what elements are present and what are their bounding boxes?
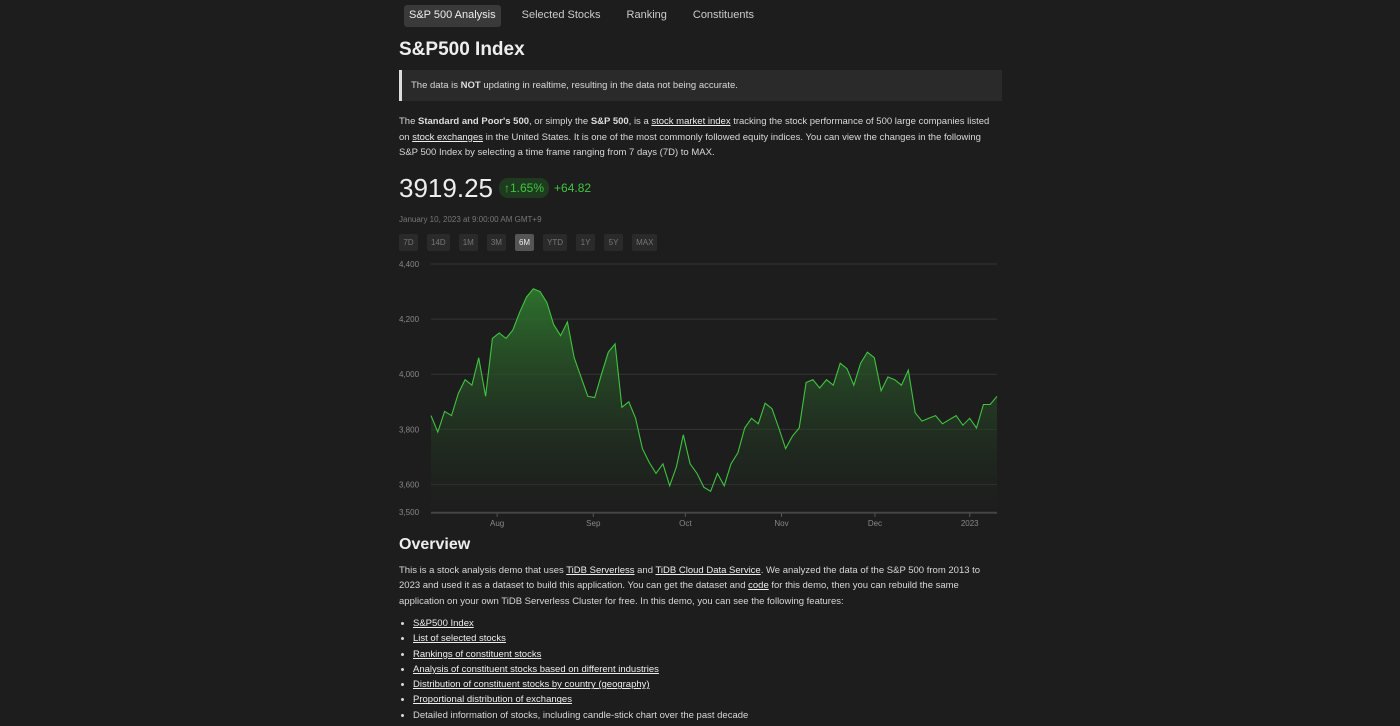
link[interactable]: TiDB Cloud Data Service bbox=[655, 564, 761, 576]
range-button[interactable]: 7D bbox=[399, 233, 418, 251]
nav-item[interactable]: S&P 500 Analysis bbox=[404, 5, 501, 27]
text: , or simply the bbox=[529, 116, 591, 127]
range-button[interactable]: 1Y bbox=[576, 233, 596, 251]
nav-item[interactable]: Ranking bbox=[626, 9, 667, 21]
features: S&P500 Index List of selected stocks Ranki… bbox=[399, 616, 1002, 723]
y-tick-label: 4,000 bbox=[399, 370, 420, 379]
x-tick-label: Nov bbox=[774, 519, 788, 528]
y-tick-label: 3,800 bbox=[399, 425, 420, 434]
link[interactable]: Distribution of constituent stocks by co… bbox=[413, 679, 650, 691]
range-button[interactable]: 5Y bbox=[604, 233, 624, 251]
y-tick-label: 4,400 bbox=[399, 260, 420, 269]
feature: S&P500 Index bbox=[413, 616, 1002, 631]
text: . We analyzed the data of the S&P 500 fr… bbox=[399, 564, 981, 592]
price-row: 3919.25 ↑1.65% +64.82 bbox=[399, 173, 1002, 204]
nav-item[interactable]: Constituents bbox=[692, 9, 755, 21]
link[interactable]: Proportional distribution of exchanges bbox=[413, 694, 572, 706]
area bbox=[431, 288, 997, 512]
text: Detailed information of stocks, includin… bbox=[413, 709, 749, 721]
feature: Rankings of constituent stocks bbox=[413, 647, 1002, 662]
link[interactable]: stock market index bbox=[651, 116, 731, 127]
feature: Analysis of constituent stocks based on … bbox=[413, 662, 1002, 677]
notice: The data is NOT updating in realtime, re… bbox=[399, 70, 1002, 101]
y-tick-label: 4,200 bbox=[399, 315, 420, 324]
nav: S&P 500 Analysis Selected Stocks Ranking Co… bbox=[404, 5, 1002, 27]
timestamp: January 10, 2023 at 9:00:00 AM GMT+9 bbox=[399, 214, 542, 224]
y-tick-label: 3,500 bbox=[399, 508, 420, 517]
page-title: S&P500 Index bbox=[399, 39, 525, 60]
link[interactable]: Rankings of constituent stocks bbox=[413, 648, 542, 660]
line bbox=[430, 287, 998, 492]
range-button[interactable]: MAX bbox=[632, 233, 658, 251]
text: Standard and Poor's 500 bbox=[418, 116, 530, 127]
link[interactable]: S&P500 Index bbox=[413, 618, 474, 629]
range-button[interactable]: 6M bbox=[514, 233, 535, 251]
x-tick-label: Oct bbox=[679, 519, 692, 528]
text: S&P 500 bbox=[590, 116, 629, 127]
change-pct: ↑1.65% bbox=[498, 178, 550, 198]
text: for this demo, then you can rebuild the … bbox=[399, 580, 959, 607]
text: The data is bbox=[411, 80, 461, 91]
overview-title: Overview bbox=[399, 535, 471, 553]
text: This is a stock analysis demo that uses bbox=[399, 564, 567, 576]
y-tick-label: 3,600 bbox=[399, 480, 420, 489]
link[interactable]: code bbox=[748, 580, 769, 591]
text: updating in realtime, resulting in the d… bbox=[480, 80, 738, 91]
link[interactable]: Analysis of constituent stocks based on … bbox=[413, 663, 659, 675]
feature: Detailed information of stocks, includin… bbox=[413, 708, 1002, 723]
feature: Distribution of constituent stocks by co… bbox=[413, 677, 1002, 692]
text: The bbox=[399, 116, 419, 127]
change: +64.82 bbox=[554, 181, 592, 195]
range-button[interactable]: 1M bbox=[458, 233, 478, 251]
text: NOT bbox=[460, 80, 481, 91]
link[interactable]: stock exchanges bbox=[412, 131, 483, 143]
x-tick-label: Aug bbox=[490, 519, 504, 528]
x-tick-label: 2023 bbox=[961, 519, 979, 528]
link[interactable]: List of selected stocks bbox=[413, 633, 506, 645]
nav-item[interactable]: Selected Stocks bbox=[521, 9, 601, 21]
text: tracking the stock performance of 500 la… bbox=[399, 116, 990, 143]
price: 3919.25 bbox=[399, 172, 493, 203]
text: and bbox=[634, 564, 656, 576]
range-button[interactable]: 3M bbox=[486, 233, 506, 251]
intro: The Standard and Poor's 500, or simply t… bbox=[399, 114, 1002, 161]
text: , is a bbox=[628, 116, 652, 127]
feature: List of selected stocks bbox=[413, 631, 1002, 646]
link[interactable]: TiDB Serverless bbox=[566, 564, 635, 576]
content: S&P 500 Analysis Selected Stocks Ranking Co… bbox=[399, 0, 1002, 723]
feature: Proportional distribution of exchanges bbox=[413, 692, 1002, 707]
range-button[interactable]: 14D bbox=[427, 233, 450, 251]
ranges: 7D 14D 1M 3M 6M YTD 1Y 5Y MAX bbox=[399, 233, 1002, 251]
text: in the United States. It is one of the m… bbox=[399, 131, 981, 159]
overview: This is a stock analysis demo that uses … bbox=[399, 563, 1002, 610]
chart: 3,500 3,600 3,800 4,000 4,200 4,400 Aug Sep Oct N… bbox=[399, 260, 998, 528]
range-button[interactable]: YTD bbox=[543, 233, 568, 251]
x-tick-label: Sep bbox=[586, 519, 601, 528]
x-tick-label: Dec bbox=[868, 519, 882, 528]
